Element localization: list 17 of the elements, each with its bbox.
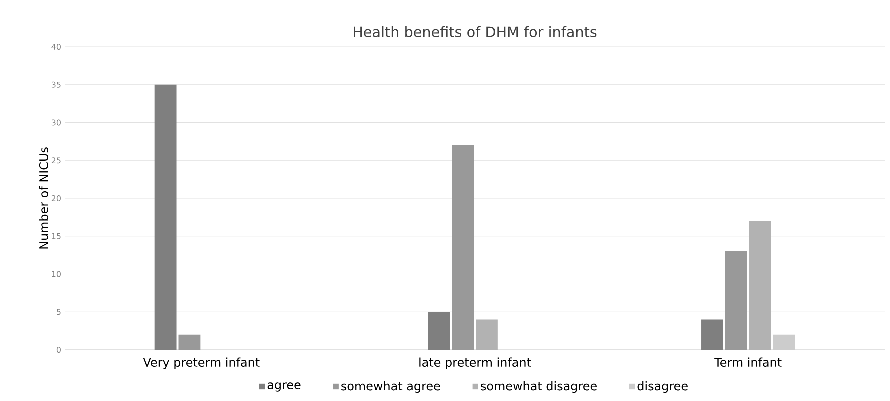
chart-title: Health benefits of DHM for infants xyxy=(354,26,597,38)
x-tick-label: late preterm infant xyxy=(420,358,532,370)
bar xyxy=(428,312,450,350)
legend-label: disagree xyxy=(638,381,688,394)
bar xyxy=(154,84,177,350)
legend-label: somewhat agree xyxy=(342,381,440,394)
bar xyxy=(749,221,772,350)
legend-label: agree xyxy=(268,382,301,392)
bar xyxy=(725,252,748,350)
x-tick-label: Term infant xyxy=(714,358,782,368)
legend-label: somewhat disagree xyxy=(481,381,597,394)
bar xyxy=(178,334,201,350)
y-axis-title: Number of NICUs xyxy=(39,148,48,249)
x-tick-label: Very preterm infant xyxy=(143,358,260,370)
bar xyxy=(476,320,498,350)
bar xyxy=(702,320,724,350)
bar xyxy=(452,145,474,350)
